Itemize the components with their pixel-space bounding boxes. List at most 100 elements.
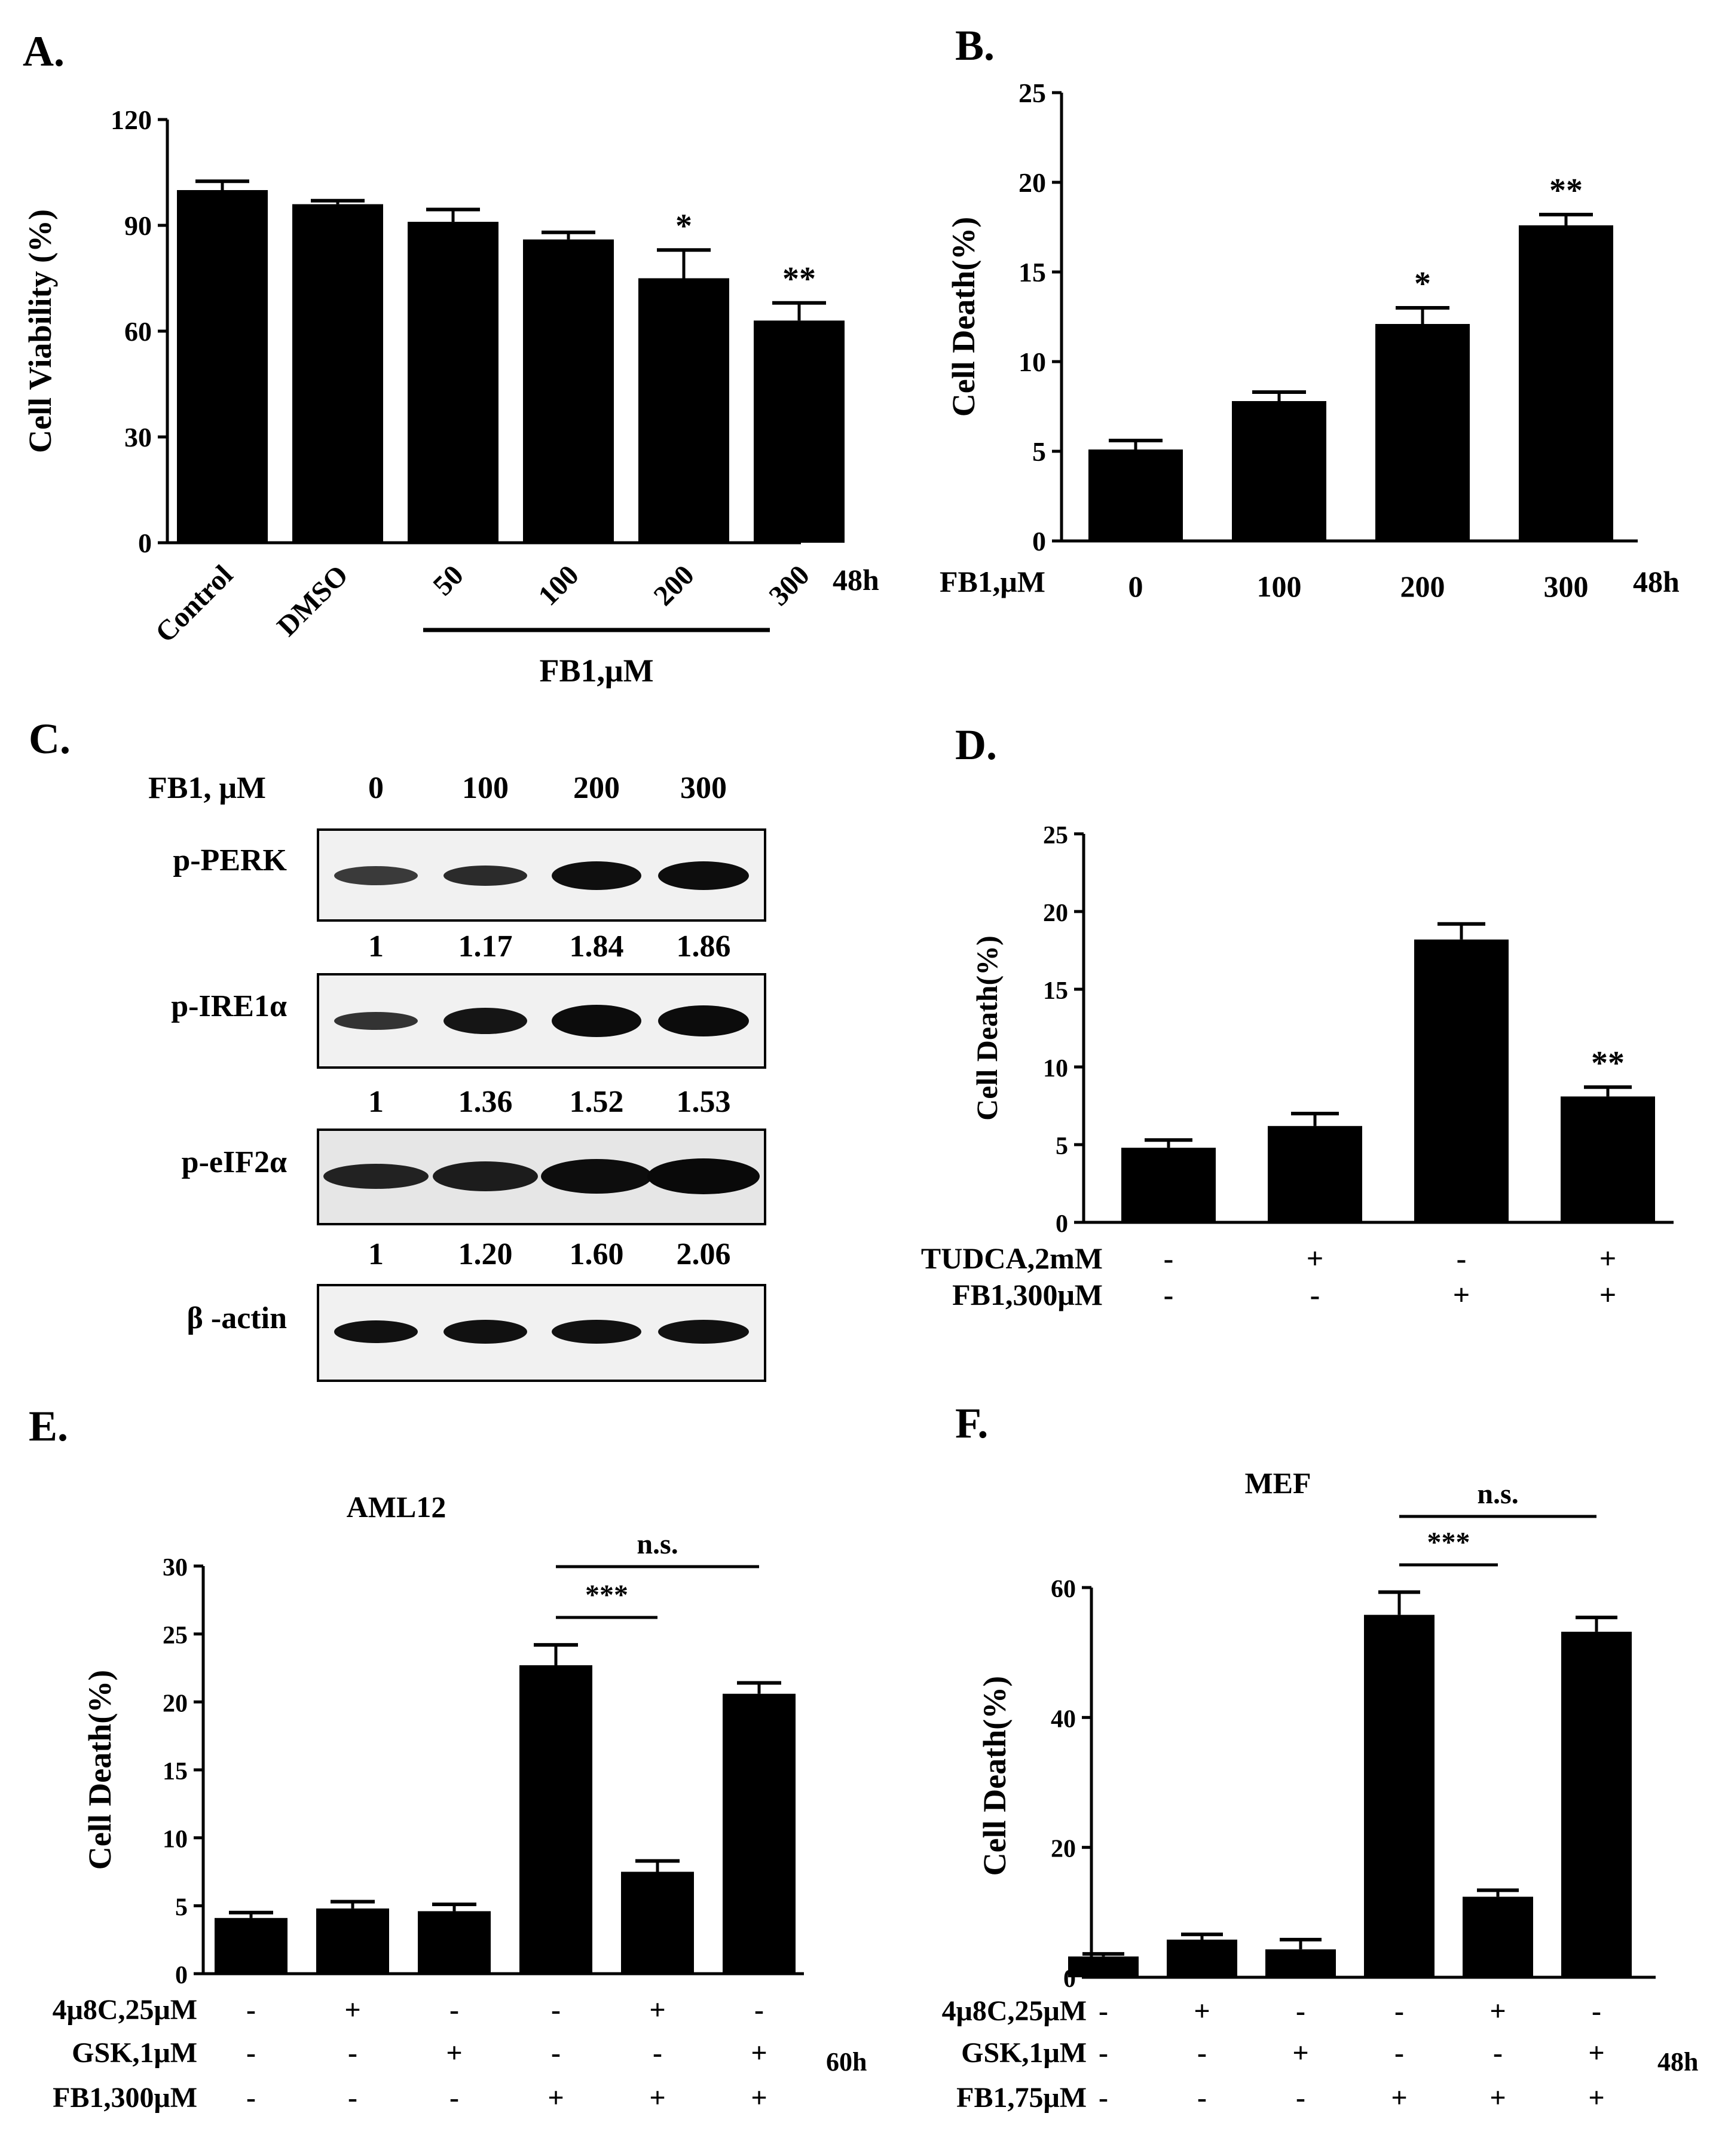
treatment-sign: -: [1394, 2037, 1404, 2069]
treatment-sign: -: [1493, 2037, 1503, 2069]
blot-band: [647, 1158, 760, 1194]
treatment-sign: -: [246, 1994, 256, 2026]
significance-label: *: [675, 207, 692, 244]
blot-row-label: p-eIF2α: [182, 1145, 287, 1179]
treatment-sign: +: [1588, 2082, 1604, 2114]
chart-e: 0 5 10 15 20 25 30 Cell Death(%) AML12 4μ8C,25μM -…: [53, 1490, 867, 2114]
bar: [1167, 1939, 1237, 1977]
lane-label: 0: [368, 771, 384, 805]
y-tick-label: 30: [163, 1554, 188, 1582]
x-tick-label: 50: [427, 559, 469, 601]
y-tick-label: 60: [124, 316, 152, 347]
band-quantification: 1.17: [458, 929, 513, 964]
treatment-sign: -: [348, 2082, 357, 2114]
treatment-sign: -: [1099, 2037, 1108, 2069]
y-tick-label: 40: [1051, 1705, 1076, 1733]
blot-band: [658, 861, 749, 890]
panel-label: E.: [29, 1402, 68, 1450]
panel-label: C.: [29, 715, 71, 763]
y-tick-label: 0: [175, 1962, 188, 1989]
bar: [523, 239, 614, 543]
y-tick-label: 15: [1018, 257, 1046, 288]
panel-labels: A. B. C. D. E. F.: [23, 22, 997, 1450]
y-axis-label: Cell Viability (%): [22, 209, 58, 453]
bar: [418, 1911, 491, 1974]
y-tick-label: 20: [163, 1690, 188, 1717]
x-tick-label: DMSO: [271, 559, 354, 642]
treatment-row-label: GSK,1μM: [961, 2037, 1087, 2069]
treatment-row-label: 4μ8C,25μM: [53, 1994, 197, 2026]
y-tick-label: 10: [1018, 347, 1046, 377]
band-quantification: 1.52: [570, 1085, 624, 1119]
y-tick-label: 10: [163, 1826, 188, 1854]
bar: [723, 1693, 796, 1974]
x-tick-label: 300: [1544, 570, 1589, 603]
treatment-sign: +: [446, 2037, 462, 2069]
lane-label: 300: [680, 771, 727, 805]
treatment-sign: +: [1307, 1241, 1324, 1275]
treatment-sign: +: [1588, 2037, 1604, 2069]
y-tick-label: 5: [1056, 1133, 1068, 1160]
band-quantification: 1.36: [458, 1085, 513, 1119]
treatment-sign: -: [1099, 2082, 1108, 2114]
treatment-sign: -: [246, 2082, 256, 2114]
treatment-row-label: FB1,75μM: [956, 2082, 1087, 2114]
blot-band: [552, 1005, 641, 1037]
bar: [1414, 939, 1509, 1222]
y-tick-label: 15: [1043, 977, 1068, 1005]
band-quantification: 1.20: [458, 1237, 513, 1271]
blot-band: [323, 1164, 429, 1189]
bar: [1463, 1897, 1533, 1977]
y-tick-label: 25: [1018, 78, 1046, 108]
time-label: 48h: [1657, 2047, 1698, 2077]
treatment-sign: -: [1457, 1241, 1467, 1275]
bar: [292, 204, 383, 543]
chart-title: MEF: [1244, 1466, 1311, 1500]
blot-band: [334, 1012, 418, 1030]
treatment-row-label: GSK,1μM: [72, 2037, 197, 2069]
treatment-sign: -: [551, 1994, 561, 2026]
y-tick-label: 10: [1043, 1055, 1068, 1082]
bar: [1088, 449, 1183, 541]
bar: [408, 222, 498, 543]
treatment-sign: +: [751, 2037, 767, 2069]
y-tick-label: 0: [138, 528, 152, 558]
bar: [177, 190, 268, 543]
bar: [519, 1665, 592, 1974]
bar: [621, 1871, 694, 1974]
blot-band: [433, 1161, 538, 1191]
band-quantification: 2.06: [677, 1237, 731, 1271]
blot-band: [334, 1320, 418, 1343]
chart-title: AML12: [347, 1490, 446, 1524]
treatment-sign: +: [1453, 1278, 1470, 1311]
bar: [638, 278, 729, 543]
bar: [1364, 1614, 1435, 1977]
band-quantification: 1.53: [677, 1085, 731, 1119]
x-tick-label: 300: [763, 559, 815, 611]
y-tick-label: 30: [124, 422, 152, 452]
treatment-sign: -: [348, 2037, 357, 2069]
blot-band: [658, 1005, 749, 1036]
bar: [1265, 1949, 1336, 1977]
bar: [215, 1918, 287, 1974]
treatment-sign: -: [754, 1994, 764, 2026]
x-tick-label: 100: [1257, 570, 1302, 603]
treatment-row-label: TUDCA,2mM: [921, 1241, 1103, 1275]
treatment-sign: -: [1197, 2037, 1207, 2069]
band-quantification: 1: [368, 1085, 384, 1119]
treatment-sign: +: [1489, 2082, 1506, 2114]
blot-header-label: FB1, μM: [148, 771, 266, 805]
treatment-row-label: FB1,300μM: [952, 1278, 1103, 1311]
treatment-sign: +: [1292, 2037, 1308, 2069]
bar: [1121, 1148, 1216, 1222]
treatment-sign: +: [1599, 1241, 1617, 1275]
blot-band: [444, 866, 527, 886]
treatment-sign: +: [1391, 2082, 1407, 2114]
y-tick-label: 25: [163, 1622, 188, 1650]
time-label: 60h: [826, 2047, 867, 2077]
blot-band: [541, 1159, 652, 1194]
band-quantification: 1.86: [677, 929, 731, 964]
treatment-sign: +: [1489, 1995, 1506, 2027]
